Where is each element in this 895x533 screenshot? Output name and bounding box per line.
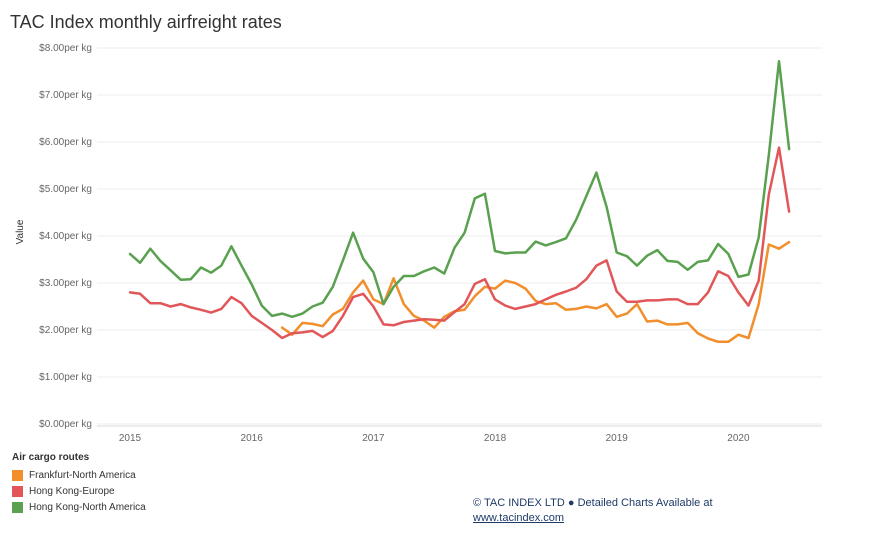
x-tick-label: 2018 [484, 433, 507, 444]
y-tick-label: $0.00per kg [39, 419, 92, 430]
legend-label: Hong Kong-North America [29, 501, 146, 513]
legend-swatch [12, 485, 23, 497]
x-tick-label: 2019 [606, 433, 629, 444]
series-line-frankfurt-north-america[interactable] [280, 240, 791, 344]
legend: Air cargo routes Frankfurt-North America… [12, 452, 146, 515]
y-tick-label: $7.00per kg [39, 90, 92, 101]
legend-item-hong-kong-north-america[interactable]: Hong Kong-North America [12, 499, 146, 515]
gridlines [97, 47, 822, 425]
legend-swatch [12, 501, 23, 513]
y-tick-label: $3.00per kg [39, 278, 92, 289]
y-tick-label: $4.00per kg [39, 231, 92, 242]
legend-item-frankfurt-north-america[interactable]: Frankfurt-North America [12, 467, 146, 483]
credit-text: © TAC INDEX LTD ● Detailed Charts Availa… [473, 497, 713, 509]
legend-swatch [12, 469, 23, 481]
y-tick-label: $8.00per kg [39, 43, 92, 54]
y-tick-label: $6.00per kg [39, 137, 92, 148]
legend-label: Hong Kong-Europe [29, 485, 115, 497]
x-tick-label: 2016 [241, 433, 264, 444]
series-lines [128, 59, 791, 344]
chart-title: TAC Index monthly airfreight rates [10, 12, 282, 32]
x-tick-label: 2017 [362, 433, 385, 444]
legend-label: Frankfurt-North America [29, 469, 136, 481]
axes: $0.00per kg $1.00per kg $2.00per kg $3.00pe… [39, 43, 822, 444]
legend-title: Air cargo routes [12, 452, 90, 463]
y-tick-label: $5.00per kg [39, 184, 92, 195]
x-tick-label: 2015 [119, 433, 142, 444]
credit: © TAC INDEX LTD ● Detailed Charts Availa… [473, 496, 713, 526]
y-tick-label: $2.00per kg [39, 325, 92, 336]
series-line-hong-kong-north-america[interactable] [128, 59, 791, 319]
credit-link[interactable]: www.tacindex.com [473, 512, 565, 524]
y-axis-label: Value [15, 219, 26, 244]
series-line-hong-kong-europe[interactable] [128, 146, 791, 340]
legend-item-hong-kong-europe[interactable]: Hong Kong-Europe [12, 483, 146, 499]
x-tick-label: 2020 [727, 433, 750, 444]
y-tick-label: $1.00per kg [39, 372, 92, 383]
